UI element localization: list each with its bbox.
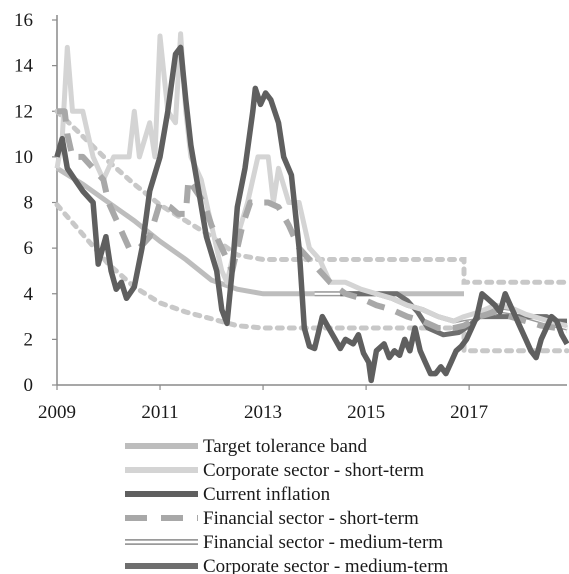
legend-item: Target tolerance band [125, 436, 367, 457]
y-tick-label: 8 [24, 193, 34, 214]
legend-item: Financial sector - medium-term [125, 532, 443, 553]
legend-item: Corporate sector - short-term [125, 460, 424, 481]
series-line [57, 108, 568, 334]
x-tick-label: 2017 [450, 402, 488, 423]
legend-label: Current inflation [203, 484, 331, 505]
y-tick-label: 12 [14, 101, 33, 122]
y-ticks: 0 2 4 6 8 10 12 14 16 [14, 10, 57, 396]
x-ticks: 2009 2011 2013 2015 2017 [38, 385, 488, 423]
series-line [54, 44, 569, 384]
y-tick-label: 6 [24, 238, 34, 259]
legend-item: Corporate sector - medium-term [125, 556, 449, 574]
y-tick-label: 0 [24, 375, 34, 396]
target-band-lower-line [54, 202, 569, 354]
legend-label: Financial sector - medium-term [203, 532, 443, 553]
series-3 [57, 108, 568, 334]
x-tick-label: 2015 [347, 402, 385, 423]
series-line [54, 31, 568, 329]
series-1 [54, 31, 568, 329]
y-tick-label: 14 [14, 56, 34, 77]
y-tick-label: 16 [14, 10, 33, 31]
legend-label: Corporate sector - short-term [203, 460, 424, 481]
legend-item: Financial sector - short-term [125, 508, 419, 529]
y-tick-label: 2 [24, 329, 34, 350]
x-tick-label: 2011 [141, 402, 178, 423]
target-band-upper-line [54, 108, 569, 285]
axes: 0 2 4 6 8 10 12 14 16 2009 2011 2013 2015 2017 [14, 10, 567, 423]
series-2 [54, 44, 569, 384]
legend-label: Financial sector - short-term [203, 508, 419, 529]
x-tick-label: 2009 [38, 402, 76, 423]
y-tick-label: 4 [24, 284, 34, 305]
x-tick-label: 2013 [244, 402, 282, 423]
legend-label: Target tolerance band [203, 436, 367, 457]
legend-item: Current inflation [125, 484, 331, 505]
target-band-center-line [55, 166, 464, 297]
y-tick-label: 10 [14, 147, 33, 168]
legend-label: Corporate sector - medium-term [203, 556, 449, 574]
plot-area [54, 31, 569, 384]
legend: Target tolerance band Corporate sector - … [125, 436, 449, 574]
